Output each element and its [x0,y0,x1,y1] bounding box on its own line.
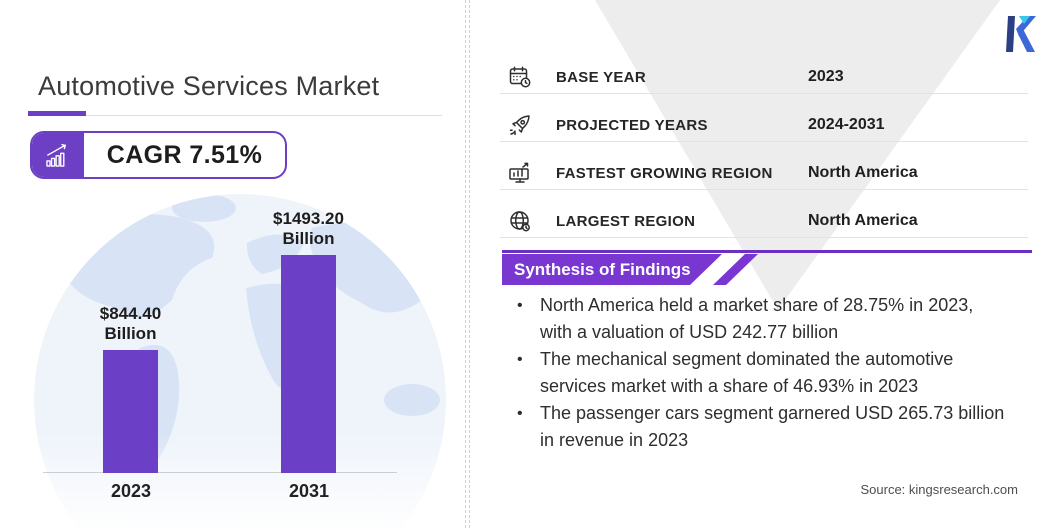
bar-value-label: $844.40 Billion [99,304,162,343]
bar-2031 [281,255,336,473]
fact-row-base-year: BASE YEAR 2023 [500,46,1028,94]
chart-baseline [43,472,397,473]
page-title: Automotive Services Market [38,71,380,101]
finding-text: The passenger cars segment garnered USD … [540,403,1005,450]
fact-value: 2023 [808,68,844,85]
x-axis-label-2023: 2023 [110,481,152,501]
bar-group-2023: $844.40 Billion [100,0,161,473]
bar-group-2031: $1493.20 Billion [273,0,344,473]
fact-row-projected-years: PROJECTED YEARS 2024-2031 [500,94,1028,142]
bar-value-label: $1493.20 Billion [273,209,344,248]
fact-value: North America [808,212,918,229]
bullet-marker: • [517,297,523,314]
fact-row-fastest-growing-region: FASTEST GROWING REGION North America [500,142,1028,190]
bar-2023 [103,350,158,473]
cagr-badge: CAGR 7.51% [30,131,287,179]
finding-item: • North America held a market share of 2… [503,292,1028,346]
source-attribution: Source: kingsresearch.com [860,482,1018,497]
cagr-value: CAGR 7.51% [106,140,263,169]
kings-research-logo [1006,16,1036,52]
fact-label: BASE YEAR [556,69,646,86]
findings-heading: Synthesis of Findings [514,260,691,279]
calendar-icon [509,66,531,88]
fact-row-largest-region: LARGEST REGION North America [500,190,1028,238]
findings-list: • North America held a market share of 2… [503,292,1028,454]
growth-arrow-icon [46,143,66,167]
fact-value: North America [808,164,918,181]
x-axis-label-2031: 2031 [288,481,330,501]
finding-item: • The passenger cars segment garnered US… [503,400,1028,454]
globe-icon [510,211,530,232]
rocket-icon [509,115,530,136]
title-underline [30,115,442,116]
cagr-icon-box [32,133,84,177]
findings-top-rule [502,250,1032,253]
dashed-divider [465,0,470,528]
fact-value: 2024-2031 [808,116,885,133]
findings-banner-ribbon [502,254,758,285]
bullet-marker: • [517,351,523,368]
fact-label: PROJECTED YEARS [556,117,708,134]
key-facts-table: BASE YEAR 2023 PROJECTED YEARS 2024-2031 [500,46,1028,238]
title-underline-accent [28,111,86,116]
fact-label: FASTEST GROWING REGION [556,165,773,182]
finding-text: The mechanical segment dominated the aut… [540,349,954,396]
bullet-marker: • [517,405,523,422]
finding-text: North America held a market share of 28.… [540,295,974,342]
fact-label: LARGEST REGION [556,213,696,230]
growth-chart-icon [509,162,529,183]
finding-item: • The mechanical segment dominated the a… [503,346,1028,400]
